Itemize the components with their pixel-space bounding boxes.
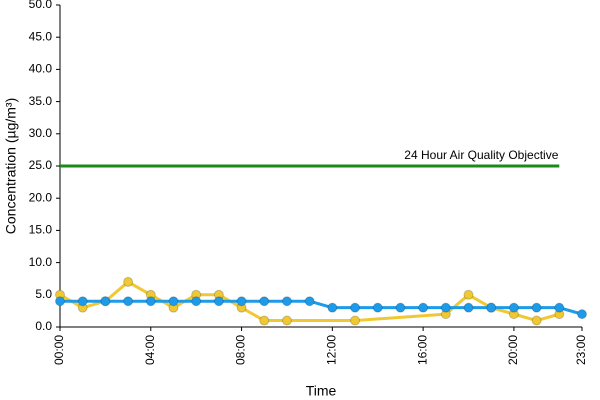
x-tick-label: 12:00 [325,335,339,365]
data-point [463,302,474,313]
x-tick-label: 04:00 [143,335,157,365]
y-tick-label: 25.0 [29,158,53,172]
data-point [577,309,587,320]
x-tick-label: 20:00 [506,335,520,365]
data-point [508,302,519,313]
data-point [259,315,270,326]
data-point [395,302,406,313]
data-point [213,296,224,307]
y-axis-title: Concentration (µg/m³) [3,98,19,234]
x-axis-title: Time [306,383,337,399]
y-tick-label: 5.0 [35,287,52,301]
y-tick-label: 40.0 [29,62,53,76]
data-point [123,276,134,287]
data-point [350,315,361,326]
annotation: 24 Hour Air Quality Objective [404,148,558,162]
data-point [236,296,247,307]
y-tick-label: 30.0 [29,126,53,140]
data-point [463,289,474,300]
y-tick-label: 50.0 [29,0,53,11]
x-tick-label: 16:00 [415,335,429,365]
y-tick-label: 20.0 [29,190,53,204]
y-tick-label: 45.0 [29,29,53,43]
data-point [554,302,565,313]
data-point [327,302,338,313]
data-point [486,302,497,313]
data-point [418,302,429,313]
data-point [55,296,65,307]
data-point [440,302,451,313]
data-point [123,296,134,307]
x-tick-label: 08:00 [234,335,248,365]
y-tick-label: 35.0 [29,94,53,108]
data-point [145,296,156,307]
data-point [281,315,292,326]
x-tick-label: 00:00 [52,335,66,365]
y-tick-label: 0.0 [35,319,52,333]
data-point [77,296,88,307]
y-tick-label: 15.0 [29,223,53,237]
data-point [531,315,542,326]
data-point [372,302,383,313]
x-tick-label: 23:00 [574,335,588,365]
data-point [191,296,202,307]
data-point [304,296,315,307]
data-point [281,296,292,307]
data-point [259,296,270,307]
data-point [350,302,361,313]
data-point [100,296,111,307]
data-point [168,296,179,307]
y-tick-label: 10.0 [29,255,53,269]
data-point [531,302,542,313]
